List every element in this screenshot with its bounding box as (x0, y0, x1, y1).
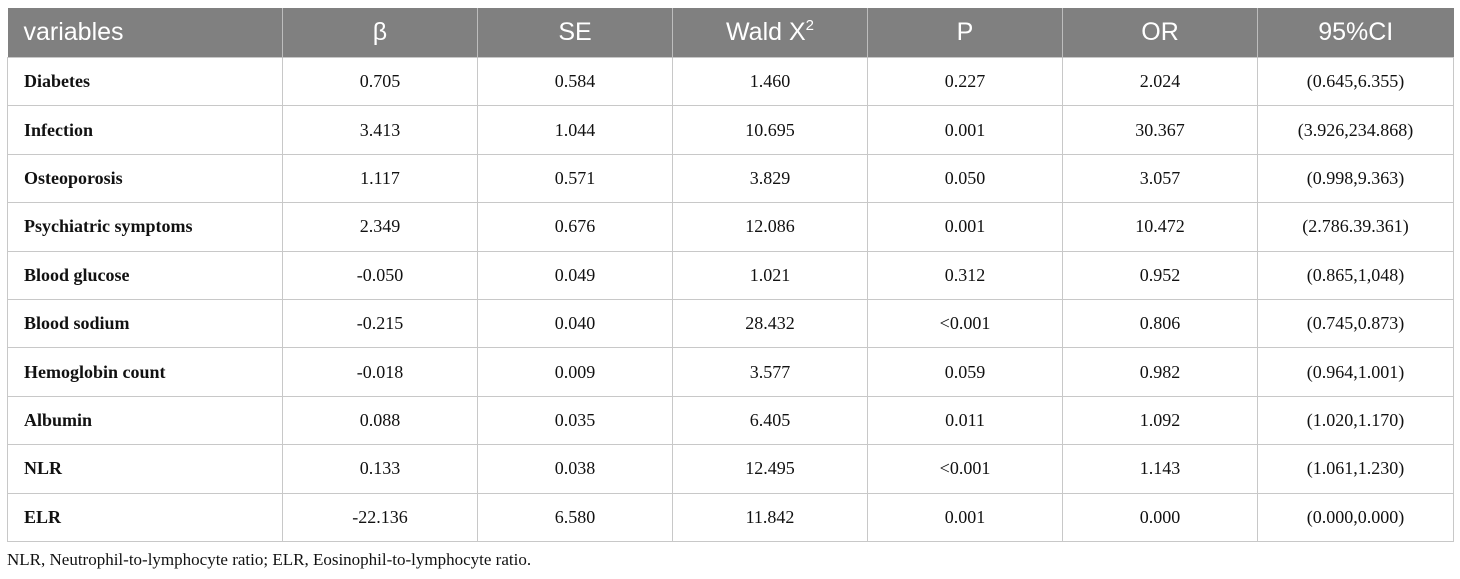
regression-table-container: variables β SE Wald X2 P OR 95%CI Diabet… (7, 8, 1454, 542)
header-beta: β (282, 8, 478, 58)
logistic-regression-table: variables β SE Wald X2 P OR 95%CI Diabet… (7, 8, 1454, 542)
cell-ci: (2.786.39.361) (1257, 202, 1454, 252)
cell-ci: (1.020,1.170) (1257, 395, 1454, 446)
cell-variable: Albumin (7, 395, 283, 446)
cell-se: 0.035 (477, 395, 673, 446)
cell-variable: Psychiatric symptoms (7, 202, 283, 252)
cell-ci: (0.865,1,048) (1257, 250, 1454, 300)
cell-ci: (3.926,234.868) (1257, 105, 1454, 155)
cell-or: 1.143 (1062, 444, 1258, 494)
cell-variable: Hemoglobin count (7, 347, 283, 397)
cell-p: 0.001 (867, 492, 1063, 542)
cell-p: 0.312 (867, 250, 1063, 300)
cell-variable: Infection (7, 105, 283, 155)
cell-variable: Blood glucose (7, 250, 283, 300)
cell-p: 0.050 (867, 153, 1063, 204)
cell-ci: (0.645,6.355) (1257, 56, 1454, 107)
cell-wald: 12.495 (672, 444, 868, 494)
table-header: variables β SE Wald X2 P OR 95%CI (7, 8, 1454, 58)
cell-beta: 0.088 (282, 395, 478, 446)
header-variables: variables (7, 8, 283, 58)
cell-se: 6.580 (477, 492, 673, 542)
header-wald-superscript: 2 (805, 17, 814, 34)
header-wald: Wald X2 (672, 8, 868, 58)
cell-wald: 1.021 (672, 250, 868, 300)
header-se: SE (477, 8, 673, 58)
cell-ci: (1.061,1.230) (1257, 444, 1454, 494)
table-row: Blood sodium -0.215 0.040 28.432 <0.001 … (7, 298, 1454, 349)
cell-se: 0.049 (477, 250, 673, 300)
cell-beta: -0.018 (282, 347, 478, 397)
header-ci: 95%CI (1257, 8, 1454, 58)
cell-wald: 11.842 (672, 492, 868, 542)
table-row: NLR 0.133 0.038 12.495 <0.001 1.143 (1.0… (7, 444, 1454, 494)
cell-p: 0.011 (867, 395, 1063, 446)
cell-p: 0.059 (867, 347, 1063, 397)
table-row: Diabetes 0.705 0.584 1.460 0.227 2.024 (… (7, 56, 1454, 107)
cell-beta: 1.117 (282, 153, 478, 204)
table-row: ELR -22.136 6.580 11.842 0.001 0.000 (0.… (7, 492, 1454, 542)
cell-or: 30.367 (1062, 105, 1258, 155)
header-p: P (867, 8, 1063, 58)
cell-or: 2.024 (1062, 56, 1258, 107)
cell-ci: (0.000,0.000) (1257, 492, 1454, 542)
cell-beta: -22.136 (282, 492, 478, 542)
cell-or: 3.057 (1062, 153, 1258, 204)
cell-variable: Blood sodium (7, 298, 283, 349)
cell-or: 0.806 (1062, 298, 1258, 349)
table-body: Diabetes 0.705 0.584 1.460 0.227 2.024 (… (7, 56, 1454, 542)
cell-se: 0.040 (477, 298, 673, 349)
cell-se: 0.571 (477, 153, 673, 204)
header-or: OR (1062, 8, 1258, 58)
cell-p: <0.001 (867, 444, 1063, 494)
cell-se: 0.038 (477, 444, 673, 494)
cell-p: 0.001 (867, 202, 1063, 252)
cell-or: 0.000 (1062, 492, 1258, 542)
cell-or: 0.982 (1062, 347, 1258, 397)
cell-beta: -0.215 (282, 298, 478, 349)
cell-wald: 12.086 (672, 202, 868, 252)
cell-ci: (0.998,9.363) (1257, 153, 1454, 204)
cell-wald: 28.432 (672, 298, 868, 349)
table-footnote: NLR, Neutrophil-to-lymphocyte ratio; ELR… (7, 550, 532, 569)
cell-variable: NLR (7, 444, 283, 494)
cell-wald: 3.577 (672, 347, 868, 397)
table-row: Albumin 0.088 0.035 6.405 0.011 1.092 (1… (7, 395, 1454, 446)
cell-beta: 3.413 (282, 105, 478, 155)
cell-variable: Osteoporosis (7, 153, 283, 204)
cell-ci: (0.964,1.001) (1257, 347, 1454, 397)
cell-wald: 1.460 (672, 56, 868, 107)
cell-wald: 3.829 (672, 153, 868, 204)
table-row: Osteoporosis 1.117 0.571 3.829 0.050 3.0… (7, 153, 1454, 204)
cell-variable: ELR (7, 492, 283, 542)
cell-se: 0.584 (477, 56, 673, 107)
cell-or: 1.092 (1062, 395, 1258, 446)
table-row: Psychiatric symptoms 2.349 0.676 12.086 … (7, 202, 1454, 252)
cell-p: 0.227 (867, 56, 1063, 107)
cell-beta: 0.133 (282, 444, 478, 494)
cell-se: 0.009 (477, 347, 673, 397)
cell-se: 1.044 (477, 105, 673, 155)
cell-or: 10.472 (1062, 202, 1258, 252)
cell-wald: 10.695 (672, 105, 868, 155)
cell-or: 0.952 (1062, 250, 1258, 300)
cell-se: 0.676 (477, 202, 673, 252)
cell-p: <0.001 (867, 298, 1063, 349)
cell-beta: 2.349 (282, 202, 478, 252)
header-row: variables β SE Wald X2 P OR 95%CI (7, 8, 1454, 58)
table-row: Infection 3.413 1.044 10.695 0.001 30.36… (7, 105, 1454, 155)
table-row: Blood glucose -0.050 0.049 1.021 0.312 0… (7, 250, 1454, 300)
cell-variable: Diabetes (7, 56, 283, 107)
cell-beta: 0.705 (282, 56, 478, 107)
table-row: Hemoglobin count -0.018 0.009 3.577 0.05… (7, 347, 1454, 397)
header-wald-label: Wald X (726, 18, 806, 46)
cell-wald: 6.405 (672, 395, 868, 446)
cell-beta: -0.050 (282, 250, 478, 300)
cell-ci: (0.745,0.873) (1257, 298, 1454, 349)
cell-p: 0.001 (867, 105, 1063, 155)
